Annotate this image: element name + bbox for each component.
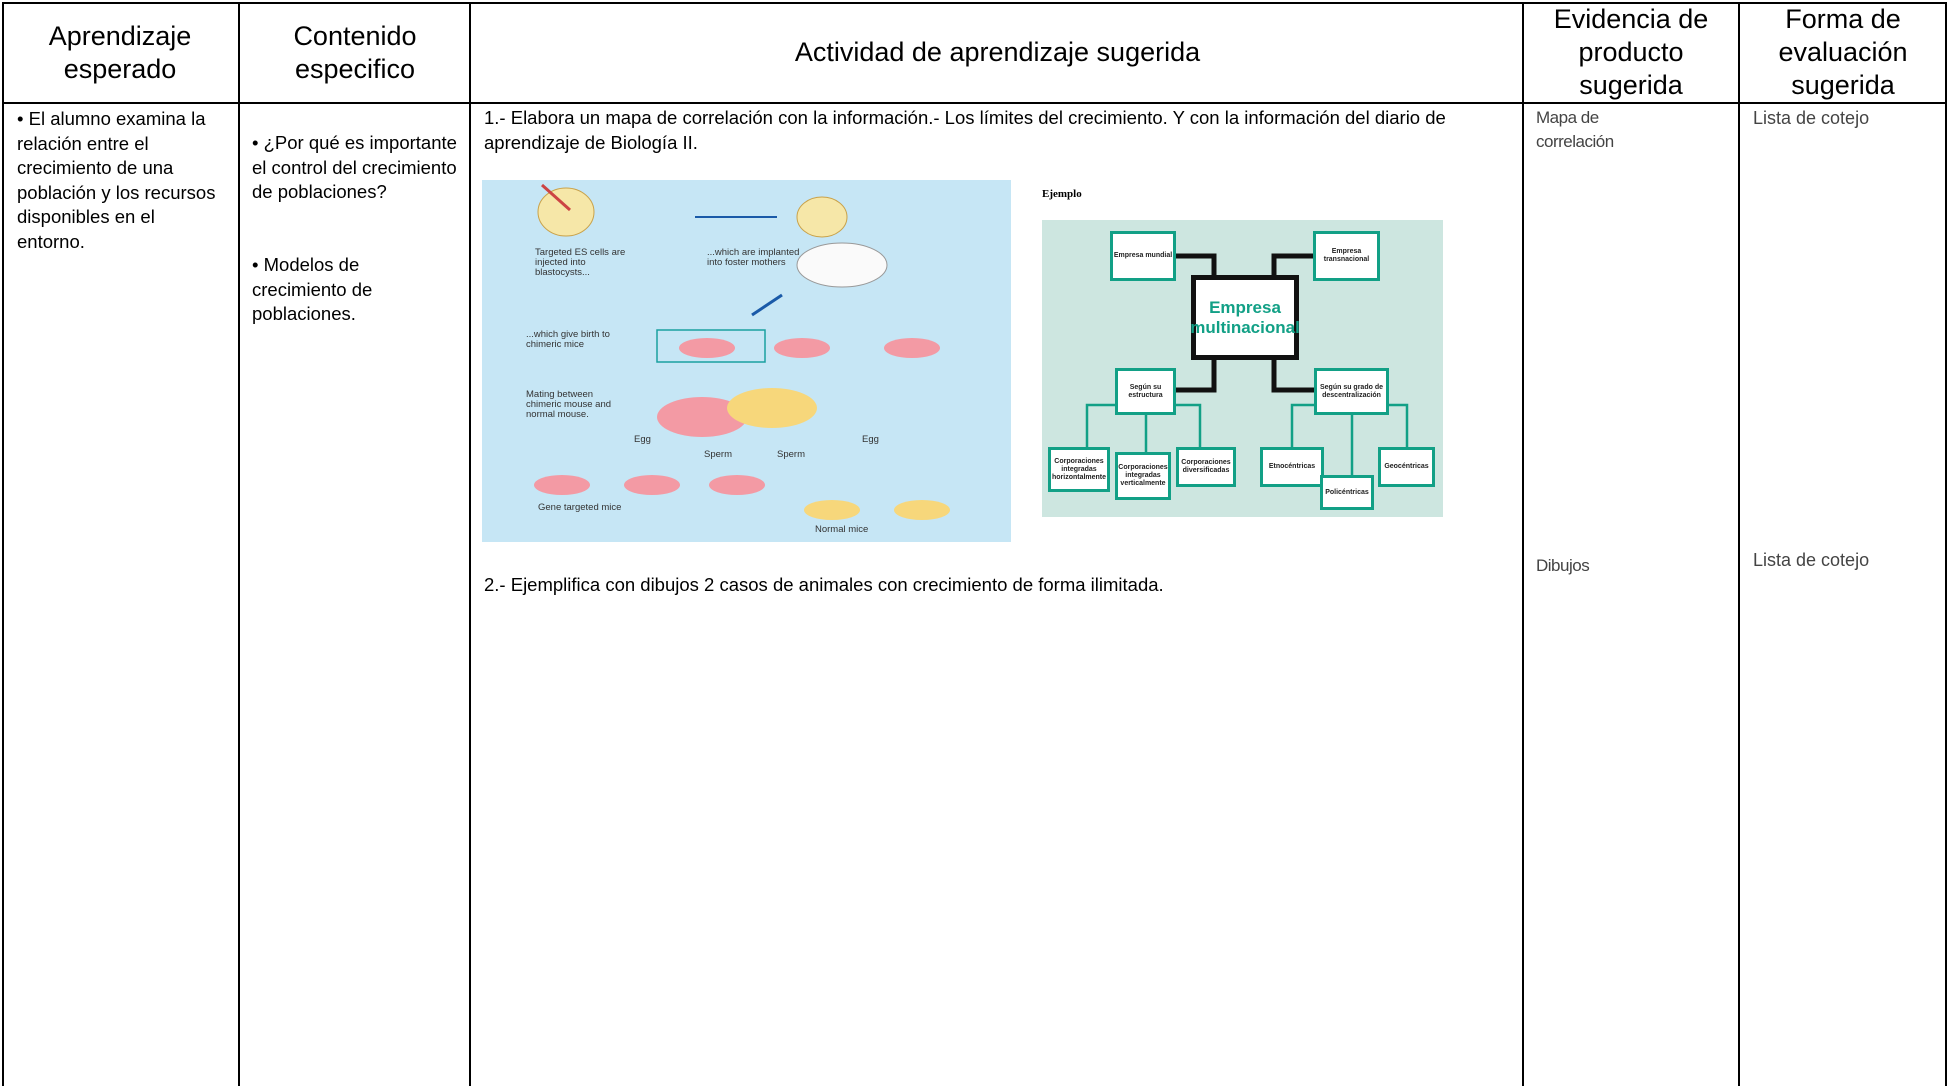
arrow xyxy=(751,293,783,317)
cell-text: Mapa de correlación xyxy=(1536,108,1614,151)
header-cell: Forma de evaluación sugerida xyxy=(1778,4,1908,100)
cell-text: Dibujos xyxy=(1536,556,1590,575)
border xyxy=(2,2,4,1086)
center-box: Empresa multinacional xyxy=(1190,275,1300,360)
mouse xyxy=(624,475,680,495)
diagram-box: Según su grado de descentralización xyxy=(1314,368,1389,415)
diagram: Empresa multinacional Empresa mundial Em… xyxy=(1042,220,1443,517)
cell-text: • Modelos de crecimiento de poblaciones. xyxy=(252,254,373,324)
diagram-box: Corporaciones diversificadas xyxy=(1176,447,1236,487)
figure-caption: Ejemplo xyxy=(1042,188,1082,200)
figure-label: ...which are implanted into foster mothe… xyxy=(707,247,800,268)
cell-text: Lista de cotejo xyxy=(1753,108,1870,128)
mouse xyxy=(774,338,830,358)
frame xyxy=(656,329,766,363)
cell-text: 1.- Elabora un mapa de correlación con l… xyxy=(484,107,1446,153)
figure-label: Egg xyxy=(634,434,651,445)
mice-figure: Targeted ES cells are injected into blas… xyxy=(482,180,1011,542)
mouse xyxy=(804,500,860,520)
diagram-box: Empresa mundial xyxy=(1110,231,1176,281)
header-cell: Evidencia de producto sugerida xyxy=(1553,4,1709,100)
border xyxy=(2,102,1947,104)
mouse xyxy=(894,500,950,520)
figure-label: Sperm xyxy=(777,449,805,460)
figure-label: Egg xyxy=(862,434,879,445)
diagram-box: Corporaciones integradas verticalmente xyxy=(1115,452,1171,500)
border xyxy=(1738,2,1740,1086)
header-cell: Actividad de aprendizaje sugerida xyxy=(794,37,1201,67)
blastocyst xyxy=(537,187,595,237)
mouse xyxy=(796,242,888,288)
cell-text: 2.- Ejemplifica con dibujos 2 casos de a… xyxy=(484,574,1164,595)
mouse xyxy=(709,475,765,495)
figure-label: Normal mice xyxy=(815,524,869,535)
mouse xyxy=(884,338,940,358)
border xyxy=(2,2,1947,4)
diagram-box: Empresa transnacional xyxy=(1313,231,1380,281)
figure-label: Mating between chimeric mouse and normal… xyxy=(526,389,612,420)
figure-label: Sperm xyxy=(704,449,732,460)
figure-label: Gene targeted mice xyxy=(538,502,622,513)
header-cell: Contenido especifico xyxy=(293,20,417,84)
figure-label: ...which give birth to chimeric mice xyxy=(526,329,610,350)
diagram-box: Etnocéntricas xyxy=(1260,447,1324,487)
cell-text: Lista de cotejo xyxy=(1753,550,1870,570)
diagram-box: Corporaciones integradas horizontalmente xyxy=(1048,447,1110,492)
cell-text: • El alumno examina la relación entre el… xyxy=(17,108,216,252)
cell-text: • ¿Por qué es importante el control del … xyxy=(252,132,457,202)
border xyxy=(1522,2,1524,1086)
needle xyxy=(541,183,571,212)
header-cell: Aprendizaje esperado xyxy=(48,20,192,84)
diagram-box: Según su estructura xyxy=(1115,368,1176,415)
border xyxy=(469,2,471,1086)
border xyxy=(1945,2,1947,1086)
diagram-box: Policéntricas xyxy=(1320,475,1374,510)
mouse xyxy=(657,397,747,437)
blastocyst xyxy=(796,196,848,238)
border xyxy=(238,2,240,1086)
mice-drawing xyxy=(534,183,950,520)
figure-label: Targeted ES cells are injected into blas… xyxy=(535,247,626,278)
diagram-box: Geocéntricas xyxy=(1378,447,1435,487)
mouse xyxy=(679,338,735,358)
mouse xyxy=(727,388,817,428)
mouse xyxy=(534,475,590,495)
